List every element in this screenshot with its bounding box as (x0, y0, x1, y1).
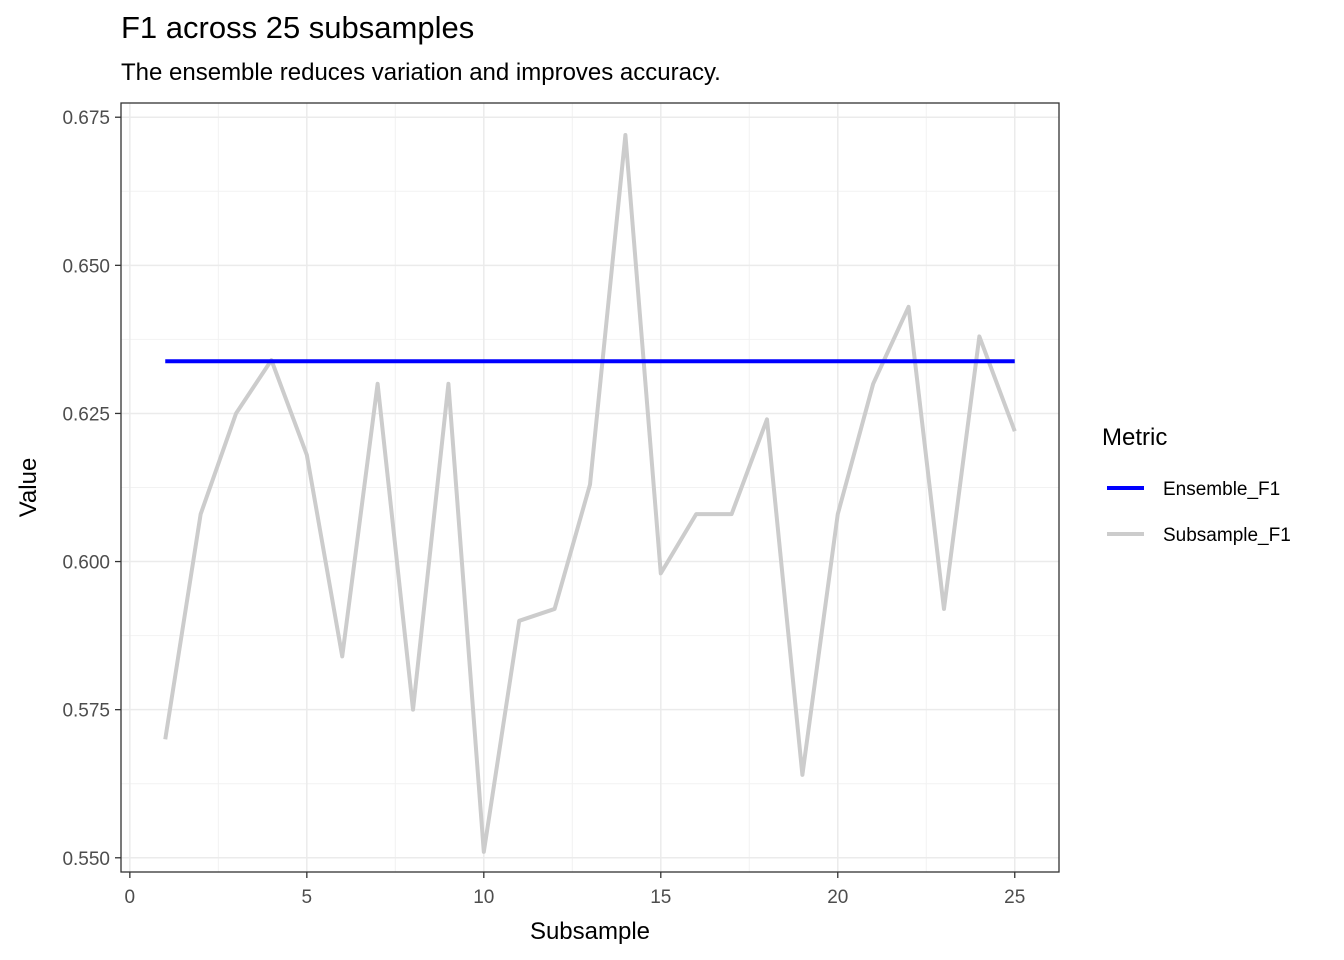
x-tick-label: 10 (473, 887, 494, 908)
x-tick-label: 20 (827, 887, 848, 908)
axes: 0 5 10 15 20 25 0.550 0.575 0.600 0.625 0.650 0.675 (62, 108, 1025, 908)
y-tick-label: 0.675 (62, 108, 110, 129)
chart-subtitle: The ensemble reduces variation and impro… (121, 59, 721, 86)
y-tick-label: 0.600 (62, 553, 110, 574)
y-tick-label: 0.625 (62, 404, 110, 425)
y-tick-label: 0.550 (62, 849, 110, 870)
y-axis-title: Value (15, 458, 42, 518)
x-tick-label: 15 (650, 887, 671, 908)
plot-panel-border (120, 102, 1060, 873)
legend-label-ensemble-f1: Ensemble_F1 (1163, 479, 1280, 500)
legend-label-subsample-f1: Subsample_F1 (1163, 525, 1291, 546)
legend-title: Metric (1102, 424, 1167, 451)
x-tick-label: 0 (125, 887, 136, 908)
chart-title: F1 across 25 subsamples (121, 10, 475, 45)
series-line-subsample-f1 (163, 132, 1017, 854)
y-tick-label: 0.575 (62, 701, 110, 722)
y-tick-label: 0.650 (62, 256, 110, 277)
series-lines (163, 132, 1017, 854)
x-axis-title: Subsample (530, 918, 650, 945)
grid-lines (121, 103, 1059, 872)
x-tick-label: 5 (302, 887, 313, 908)
x-tick-label: 25 (1004, 887, 1025, 908)
legend: Metric Ensemble_F1 Subsample_F1 (1102, 424, 1291, 546)
